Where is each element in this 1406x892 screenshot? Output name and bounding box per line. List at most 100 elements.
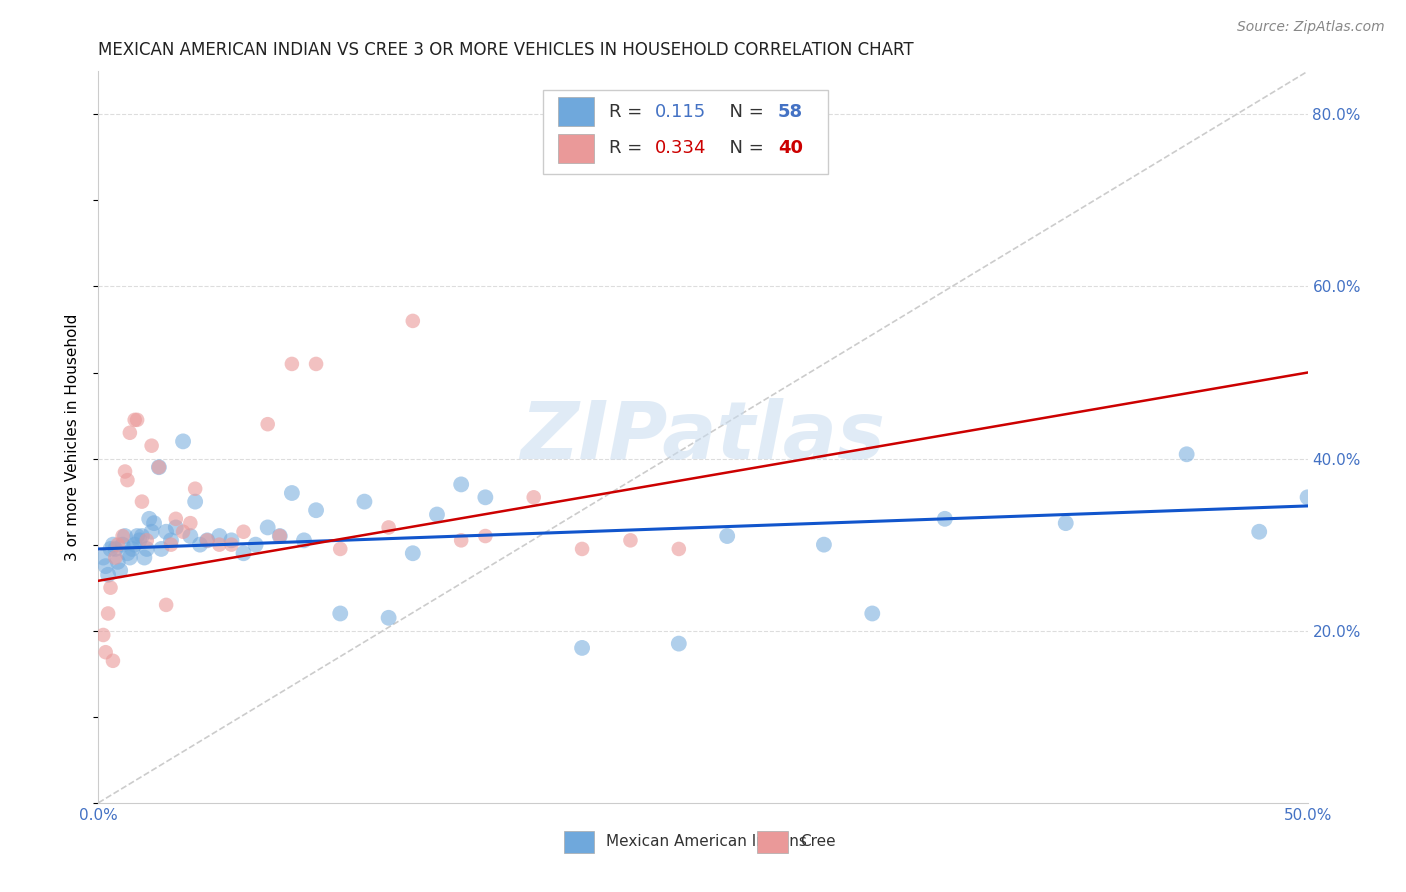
Point xyxy=(426,508,449,522)
Point xyxy=(117,546,139,560)
Point xyxy=(221,538,243,552)
Point xyxy=(108,564,131,578)
Point xyxy=(118,550,141,565)
Point xyxy=(148,460,170,475)
Text: 0.115: 0.115 xyxy=(655,103,706,120)
Text: 0.334: 0.334 xyxy=(655,139,706,157)
Text: R =: R = xyxy=(609,103,648,120)
Point xyxy=(668,637,690,651)
Y-axis label: 3 or more Vehicles in Household: 3 or more Vehicles in Household xyxy=(65,313,80,561)
Point xyxy=(256,417,278,432)
Text: 58: 58 xyxy=(778,103,803,120)
Point xyxy=(179,529,201,543)
Point xyxy=(91,550,114,565)
Point xyxy=(1175,447,1198,461)
Point xyxy=(188,538,211,552)
Point xyxy=(269,529,291,543)
Point xyxy=(131,529,153,543)
Point xyxy=(155,524,177,539)
Bar xyxy=(558,134,595,163)
Point xyxy=(101,654,124,668)
Text: N =: N = xyxy=(717,139,769,157)
Point xyxy=(221,533,243,548)
Point xyxy=(571,541,593,556)
Text: MEXICAN AMERICAN INDIAN VS CREE 3 OR MORE VEHICLES IN HOUSEHOLD CORRELATION CHAR: MEXICAN AMERICAN INDIAN VS CREE 3 OR MOR… xyxy=(98,41,914,59)
Point xyxy=(813,538,835,552)
Point xyxy=(94,559,117,574)
Point xyxy=(402,546,425,560)
Point xyxy=(118,425,141,440)
Point xyxy=(305,503,328,517)
Point xyxy=(377,520,399,534)
Point xyxy=(127,529,149,543)
Point xyxy=(716,529,738,543)
Point xyxy=(184,494,207,508)
Point xyxy=(474,529,496,543)
Point xyxy=(128,533,150,548)
Point xyxy=(450,533,472,548)
Point xyxy=(97,567,120,582)
Point xyxy=(114,465,136,479)
Text: 40: 40 xyxy=(778,139,803,157)
Text: Source: ZipAtlas.com: Source: ZipAtlas.com xyxy=(1237,20,1385,34)
Point xyxy=(134,550,156,565)
Text: Cree: Cree xyxy=(800,834,835,849)
Point xyxy=(245,538,267,552)
Point xyxy=(138,512,160,526)
Point xyxy=(91,628,114,642)
Point xyxy=(232,546,254,560)
Point xyxy=(208,538,231,552)
Text: N =: N = xyxy=(717,103,769,120)
Point xyxy=(131,494,153,508)
Point xyxy=(100,581,122,595)
Point xyxy=(141,439,163,453)
Point xyxy=(172,524,194,539)
Point xyxy=(195,533,218,548)
FancyBboxPatch shape xyxy=(543,90,828,174)
Point xyxy=(124,413,146,427)
Point xyxy=(402,314,425,328)
Point xyxy=(124,538,146,552)
Point xyxy=(148,460,170,475)
Point xyxy=(619,533,641,548)
Point xyxy=(100,541,122,556)
Text: Mexican American Indians: Mexican American Indians xyxy=(606,834,807,849)
Point xyxy=(450,477,472,491)
Point xyxy=(353,494,375,508)
Point xyxy=(114,529,136,543)
Point xyxy=(1054,516,1077,530)
Point xyxy=(281,486,304,500)
Point xyxy=(150,541,173,556)
Point xyxy=(101,538,124,552)
Point xyxy=(1296,491,1319,505)
Point xyxy=(104,550,127,565)
Point xyxy=(256,520,278,534)
Point xyxy=(377,611,399,625)
Bar xyxy=(558,97,595,127)
Point xyxy=(269,529,291,543)
Point xyxy=(232,524,254,539)
Point xyxy=(1249,524,1271,539)
Point xyxy=(97,607,120,621)
Point xyxy=(860,607,883,621)
Point xyxy=(305,357,328,371)
Point xyxy=(121,541,143,556)
Point xyxy=(107,555,129,569)
Point xyxy=(143,516,166,530)
Point xyxy=(160,538,183,552)
Point xyxy=(104,541,127,556)
Point xyxy=(111,538,134,552)
Point xyxy=(934,512,956,526)
Point xyxy=(111,529,134,543)
Point xyxy=(292,533,315,548)
Point xyxy=(184,482,207,496)
Point xyxy=(668,541,690,556)
Point xyxy=(329,541,352,556)
Point xyxy=(107,538,129,552)
Point xyxy=(155,598,177,612)
Point xyxy=(208,529,231,543)
Point xyxy=(135,533,157,548)
Text: R =: R = xyxy=(609,139,648,157)
Point xyxy=(281,357,304,371)
Point xyxy=(165,520,187,534)
